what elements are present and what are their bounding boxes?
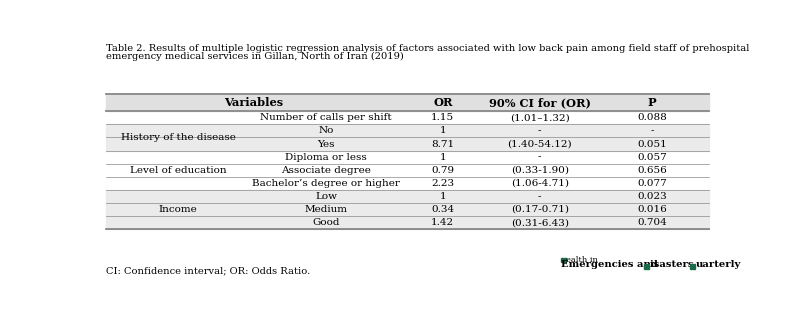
Text: (1.40-54.12): (1.40-54.12) <box>507 140 572 149</box>
Bar <box>106 190 709 203</box>
Text: Medium: Medium <box>305 205 348 214</box>
Text: (1.01–1.32): (1.01–1.32) <box>509 113 570 122</box>
Text: isasters: isasters <box>650 260 696 269</box>
Text: History of the disease: History of the disease <box>121 133 236 142</box>
Text: P: P <box>648 97 657 108</box>
Bar <box>561 258 566 262</box>
Text: 0.023: 0.023 <box>638 192 667 201</box>
Text: 8.71: 8.71 <box>431 140 455 149</box>
Text: 0.016: 0.016 <box>638 205 667 214</box>
Bar <box>644 264 650 269</box>
Text: -: - <box>650 127 654 135</box>
Text: Diploma or less: Diploma or less <box>285 153 367 162</box>
Text: 1: 1 <box>439 192 446 201</box>
Text: 1.15: 1.15 <box>431 113 455 122</box>
Text: Yes: Yes <box>318 140 335 149</box>
Text: 0.704: 0.704 <box>638 218 667 227</box>
Text: emergency medical services in Gillan, North of Iran (2019): emergency medical services in Gillan, No… <box>106 52 404 61</box>
Text: (1.06-4.71): (1.06-4.71) <box>511 179 568 188</box>
Text: 0.34: 0.34 <box>431 205 455 214</box>
Text: 0.051: 0.051 <box>638 140 667 149</box>
Text: -: - <box>538 153 541 162</box>
Text: (0.17-0.71): (0.17-0.71) <box>511 205 568 214</box>
Text: CI: Confidence interval; OR: Odds Ratio.: CI: Confidence interval; OR: Odds Ratio. <box>106 266 310 275</box>
Bar <box>106 203 709 216</box>
Text: Number of calls per shift: Number of calls per shift <box>260 113 392 122</box>
Text: 1.42: 1.42 <box>431 218 455 227</box>
Text: 0.656: 0.656 <box>638 166 667 175</box>
Text: 1: 1 <box>439 153 446 162</box>
Text: Low: Low <box>315 192 338 201</box>
Bar <box>690 264 695 269</box>
Bar <box>106 216 709 229</box>
Text: -: - <box>538 192 541 201</box>
Text: Associate degree: Associate degree <box>281 166 371 175</box>
Text: 90% CI for (OR): 90% CI for (OR) <box>489 97 591 108</box>
Text: (0.31-6.43): (0.31-6.43) <box>511 218 568 227</box>
Text: (0.33-1.90): (0.33-1.90) <box>511 166 568 175</box>
Text: Bachelor’s degree or higher: Bachelor’s degree or higher <box>252 179 400 188</box>
Text: No: No <box>318 127 334 135</box>
Text: 0.077: 0.077 <box>638 179 667 188</box>
Text: Emergencies and: Emergencies and <box>561 260 661 269</box>
Text: 0.79: 0.79 <box>431 166 455 175</box>
Text: uarterly: uarterly <box>696 260 741 269</box>
Text: OR: OR <box>433 97 453 108</box>
Text: -: - <box>538 127 541 135</box>
Text: Variables: Variables <box>224 97 283 108</box>
Bar <box>106 137 709 151</box>
Text: ealth in: ealth in <box>566 256 598 264</box>
Text: 1: 1 <box>439 127 446 135</box>
Text: Good: Good <box>313 218 340 227</box>
Bar <box>106 124 709 137</box>
Text: Table 2. Results of multiple logistic regression analysis of factors associated : Table 2. Results of multiple logistic re… <box>106 44 749 53</box>
Text: Level of education: Level of education <box>130 166 227 175</box>
Text: 0.088: 0.088 <box>638 113 667 122</box>
Bar <box>106 94 709 111</box>
Text: Income: Income <box>158 205 197 214</box>
Text: 0.057: 0.057 <box>638 153 667 162</box>
Text: 2.23: 2.23 <box>431 179 455 188</box>
